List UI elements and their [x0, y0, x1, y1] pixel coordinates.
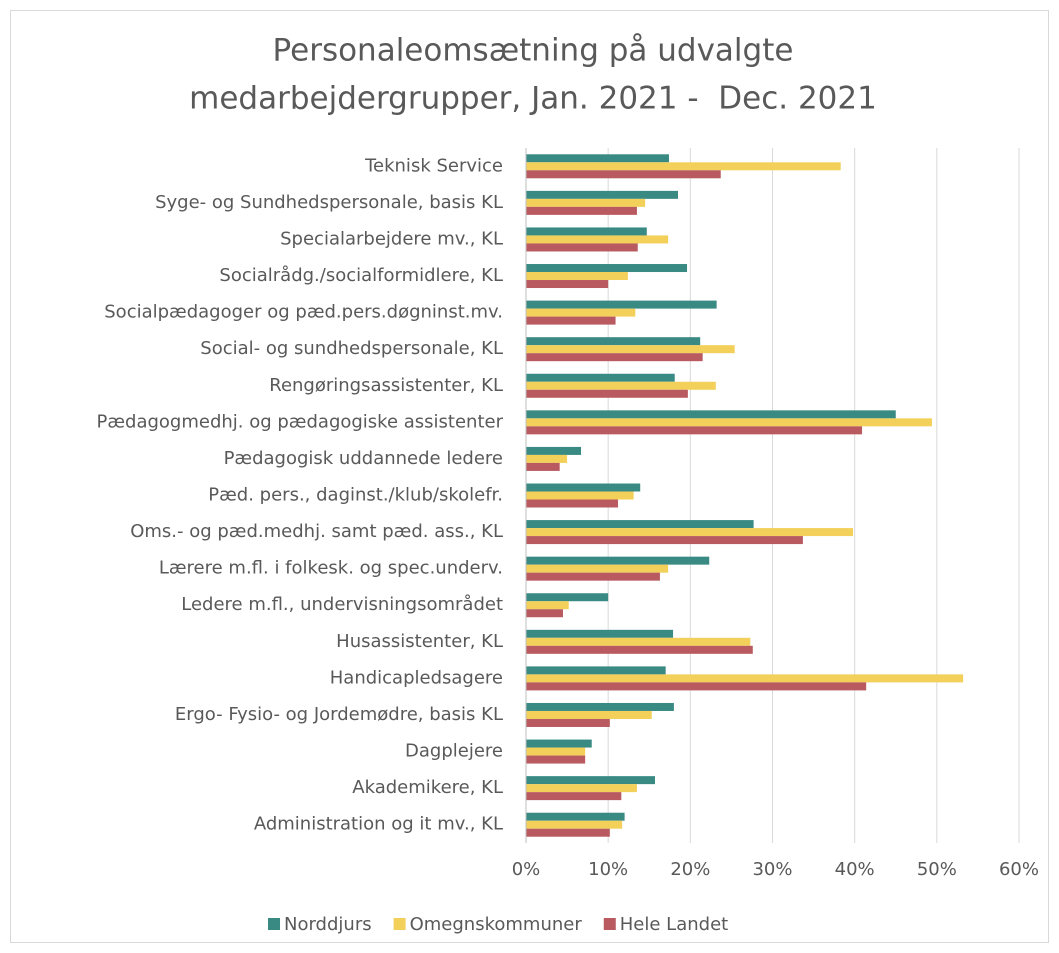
bar — [526, 747, 586, 756]
x-tick-label: 0% — [512, 859, 541, 880]
bar — [526, 162, 841, 171]
bar — [526, 198, 646, 207]
bar — [526, 637, 751, 646]
x-tick-label: 40% — [835, 859, 875, 880]
bar — [526, 272, 628, 281]
bar — [526, 499, 619, 508]
y-tick-label: Ergo- Fysio- og Jordemødre, basis KL — [175, 704, 503, 725]
bar — [526, 389, 688, 398]
bar — [526, 190, 679, 199]
y-tick-label: Rengøringsassistenter, KL — [269, 375, 503, 396]
y-tick-label: Pædagogmedhj. og pædagogiske assistenter — [96, 411, 503, 432]
bar — [526, 564, 669, 573]
x-tick-label: 60% — [999, 859, 1039, 880]
y-tick-label: Dagplejere — [405, 741, 503, 762]
x-tick-label: 50% — [917, 859, 957, 880]
bar — [526, 556, 710, 565]
y-tick-label: Specialarbejdere mv., KL — [280, 228, 503, 249]
legend-label: Omegnskommuner — [410, 914, 583, 935]
bar — [526, 483, 641, 492]
x-tick-label: 30% — [752, 859, 792, 880]
bar — [526, 755, 586, 764]
y-tick-label: Pæd. pers., daginst./klub/skolefr. — [208, 485, 503, 506]
bar — [526, 381, 716, 390]
chart-title: medarbejdergrupper, Jan. 2021 - Dec. 202… — [189, 81, 877, 117]
y-tick-label: Oms.- og pæd.medhj. samt pæd. ass., KL — [130, 521, 503, 542]
bar — [526, 645, 753, 654]
bar — [526, 528, 854, 537]
chart-title: Personaleomsætning på udvalgte — [273, 33, 794, 69]
bar — [526, 739, 592, 748]
bar — [526, 792, 622, 801]
bar — [526, 410, 896, 419]
y-tick-label: Ledere m.fl., undervisningsområdet — [181, 594, 503, 615]
legend-label: Norddjurs — [284, 914, 372, 935]
legend-swatch — [393, 918, 406, 930]
bar — [526, 373, 675, 382]
y-tick-label: Akademikere, KL — [352, 777, 503, 798]
bar — [526, 446, 582, 455]
legend-swatch — [603, 918, 616, 930]
y-tick-label: Husassistenter, KL — [336, 631, 503, 652]
y-tick-label: Lærere m.fl. i folkesk. og spec.underv. — [159, 558, 503, 579]
bar — [526, 784, 637, 793]
bar — [526, 300, 717, 309]
bar — [526, 170, 721, 179]
y-tick-label: Socialrådg./socialformidlere, KL — [219, 265, 503, 286]
bar — [526, 536, 803, 545]
bar — [526, 629, 674, 638]
bar — [526, 776, 656, 785]
bar — [526, 718, 610, 727]
y-tick-label: Teknisk Service — [364, 155, 503, 176]
y-tick-label: Socialpædagoger og pæd.pers.døgninst.mv. — [104, 302, 503, 323]
bar — [526, 337, 701, 346]
x-tick-label: 20% — [670, 859, 710, 880]
bar — [526, 454, 568, 463]
bar — [526, 710, 652, 719]
bar — [526, 154, 669, 163]
bar — [526, 820, 623, 829]
y-tick-label: Handicapledsagere — [330, 667, 503, 688]
chart-border — [10, 10, 1049, 943]
bar — [526, 235, 669, 244]
bar — [526, 666, 666, 675]
legend-label: Hele Landet — [620, 914, 728, 935]
bar — [526, 812, 625, 821]
bar — [526, 674, 964, 683]
bar — [526, 243, 638, 252]
bar — [526, 264, 688, 273]
bar — [526, 491, 634, 500]
bar — [526, 353, 703, 362]
bar — [526, 280, 609, 289]
y-tick-label: Syge- og Sundhedspersonale, basis KL — [155, 192, 503, 213]
x-tick-label: 10% — [588, 859, 628, 880]
bar — [526, 702, 674, 711]
y-tick-label: Pædagogisk uddannede ledere — [224, 448, 503, 469]
legend-swatch — [268, 918, 280, 930]
bar — [526, 572, 660, 581]
y-tick-label: Social- og sundhedspersonale, KL — [200, 338, 503, 359]
bar — [526, 227, 647, 236]
bar — [526, 418, 932, 427]
bar — [526, 206, 637, 215]
bar — [526, 682, 867, 691]
bar — [526, 601, 569, 610]
bar — [526, 462, 560, 471]
bar — [526, 426, 863, 435]
bar — [526, 316, 616, 325]
bar — [526, 828, 610, 837]
bar — [526, 345, 735, 354]
bar — [526, 593, 609, 602]
bar — [526, 308, 636, 317]
bar — [526, 609, 563, 618]
bar — [526, 520, 754, 529]
y-tick-label: Administration og it mv., KL — [254, 814, 503, 835]
